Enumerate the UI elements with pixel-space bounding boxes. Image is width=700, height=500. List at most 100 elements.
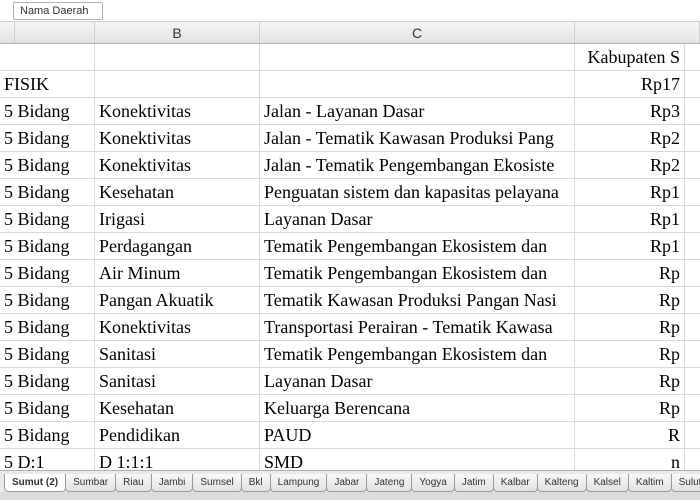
cell-b[interactable]: Irigasi [95, 206, 260, 232]
cell-c[interactable]: Layanan Dasar [260, 368, 575, 394]
cell-b[interactable]: Pendidikan [95, 422, 260, 448]
cell-d[interactable]: Rp1 [575, 179, 685, 205]
cell-a[interactable]: 5 Bidang [0, 368, 95, 394]
col-header-a2[interactable] [15, 22, 95, 43]
cell-a[interactable]: 5 Bidang [0, 206, 95, 232]
cell-a[interactable]: 5 D:1 [0, 449, 95, 470]
cell-a[interactable]: 5 Bidang [0, 179, 95, 205]
cell-a[interactable]: FISIK [0, 71, 95, 97]
table-row[interactable]: 5 BidangPangan AkuatikTematik Kawasan Pr… [0, 287, 700, 314]
cell-c[interactable]: Jalan - Layanan Dasar [260, 98, 575, 124]
sheet-tab[interactable]: Riau [115, 474, 152, 492]
sheet-tab[interactable]: Yogya [411, 474, 454, 492]
cell-a[interactable]: 5 Bidang [0, 287, 95, 313]
sheet-tab[interactable]: Kaltim [628, 474, 672, 492]
cell-c[interactable]: Layanan Dasar [260, 206, 575, 232]
cell-d[interactable]: Kabupaten S [575, 44, 685, 70]
cell-d[interactable]: R [575, 422, 685, 448]
cell-c[interactable] [260, 71, 575, 97]
spreadsheet-grid[interactable]: Kabupaten SFISIKRp175 BidangKonektivitas… [0, 44, 700, 470]
cell-d[interactable]: Rp [575, 368, 685, 394]
sheet-tab[interactable]: Jatim [454, 474, 494, 492]
cell-b[interactable]: Kesehatan [95, 395, 260, 421]
cell-c[interactable]: Tematik Pengembangan Ekosistem dan [260, 233, 575, 259]
sheet-tab[interactable]: Jambi [151, 474, 194, 492]
table-row[interactable]: 5 D:1D 1:1:1SMDn [0, 449, 700, 470]
table-row[interactable]: FISIK Rp17 [0, 71, 700, 98]
cell-b[interactable]: D 1:1:1 [95, 449, 260, 470]
cell-d[interactable]: Rp [575, 395, 685, 421]
cell-b[interactable]: Kesehatan [95, 179, 260, 205]
cell-c[interactable]: PAUD [260, 422, 575, 448]
cell-d[interactable]: Rp2 [575, 125, 685, 151]
sheet-tab[interactable]: Lampung [270, 474, 328, 492]
cell-d[interactable]: n [575, 449, 685, 470]
cell-d[interactable]: Rp [575, 341, 685, 367]
name-box[interactable]: Nama Daerah [13, 2, 103, 20]
cell-a[interactable]: 5 Bidang [0, 422, 95, 448]
cell-a[interactable] [0, 44, 95, 70]
cell-d[interactable]: Rp [575, 260, 685, 286]
sheet-tab[interactable]: Jabar [326, 474, 367, 492]
col-header-b[interactable]: B [95, 22, 260, 43]
cell-b[interactable]: Sanitasi [95, 368, 260, 394]
cell-c[interactable]: Penguatan sistem dan kapasitas pelayana [260, 179, 575, 205]
cell-c[interactable]: Tematik Pengembangan Ekosistem dan [260, 341, 575, 367]
cell-b[interactable] [95, 71, 260, 97]
cell-d[interactable]: Rp [575, 287, 685, 313]
sheet-tab[interactable]: Sulut [671, 474, 700, 492]
cell-c[interactable]: SMD [260, 449, 575, 470]
sheet-tab[interactable]: Bkl [241, 474, 271, 492]
sheet-tab[interactable]: Sumut (2) [4, 474, 66, 492]
cell-b[interactable]: Pangan Akuatik [95, 287, 260, 313]
cell-c[interactable]: Tematik Pengembangan Ekosistem dan [260, 260, 575, 286]
table-row[interactable]: 5 BidangKonektivitasTransportasi Peraira… [0, 314, 700, 341]
sheet-tab[interactable]: Kalteng [537, 474, 587, 492]
cell-c[interactable]: Transportasi Perairan - Tematik Kawasa [260, 314, 575, 340]
table-row[interactable]: 5 BidangKonektivitasJalan - Tematik Kawa… [0, 125, 700, 152]
cell-d[interactable]: Rp17 [575, 71, 685, 97]
table-row[interactable]: 5 BidangKonektivitasJalan - Tematik Peng… [0, 152, 700, 179]
col-header-c[interactable]: C [260, 22, 575, 43]
sheet-tab[interactable]: Jateng [366, 474, 412, 492]
cell-a[interactable]: 5 Bidang [0, 152, 95, 178]
cell-c[interactable]: Jalan - Tematik Kawasan Produksi Pang [260, 125, 575, 151]
table-row[interactable]: 5 BidangPerdaganganTematik Pengembangan … [0, 233, 700, 260]
cell-b[interactable]: Konektivitas [95, 152, 260, 178]
cell-a[interactable]: 5 Bidang [0, 341, 95, 367]
cell-b[interactable]: Air Minum [95, 260, 260, 286]
cell-a[interactable]: 5 Bidang [0, 233, 95, 259]
table-row[interactable]: 5 BidangIrigasiLayanan DasarRp1 [0, 206, 700, 233]
table-row[interactable]: 5 BidangSanitasiTematik Pengembangan Eko… [0, 341, 700, 368]
cell-d[interactable]: Rp [575, 314, 685, 340]
table-row[interactable]: 5 BidangPendidikanPAUDR [0, 422, 700, 449]
cell-a[interactable]: 5 Bidang [0, 314, 95, 340]
cell-b[interactable]: Konektivitas [95, 98, 260, 124]
cell-d[interactable]: Rp2 [575, 152, 685, 178]
cell-a[interactable]: 5 Bidang [0, 260, 95, 286]
cell-d[interactable]: Rp3 [575, 98, 685, 124]
cell-b[interactable] [95, 44, 260, 70]
sheet-tab[interactable]: Kalsel [586, 474, 629, 492]
table-row[interactable]: 5 BidangAir MinumTematik Pengembangan Ek… [0, 260, 700, 287]
sheet-tab[interactable]: Sumbar [65, 474, 116, 492]
cell-a[interactable]: 5 Bidang [0, 395, 95, 421]
cell-b[interactable]: Perdagangan [95, 233, 260, 259]
cell-a[interactable]: 5 Bidang [0, 125, 95, 151]
cell-a[interactable]: 5 Bidang [0, 98, 95, 124]
table-row[interactable]: 5 BidangKonektivitasJalan - Layanan Dasa… [0, 98, 700, 125]
col-header-partial-a[interactable] [0, 22, 15, 43]
cell-c[interactable] [260, 44, 575, 70]
table-row[interactable]: 5 BidangKesehatanKeluarga BerencanaRp [0, 395, 700, 422]
sheet-tab[interactable]: Sumsel [192, 474, 241, 492]
cell-b[interactable]: Sanitasi [95, 341, 260, 367]
table-row[interactable]: Kabupaten S [0, 44, 700, 71]
col-header-d[interactable] [575, 22, 700, 43]
table-row[interactable]: 5 BidangSanitasiLayanan DasarRp [0, 368, 700, 395]
cell-b[interactable]: Konektivitas [95, 125, 260, 151]
cell-c[interactable]: Keluarga Berencana [260, 395, 575, 421]
cell-d[interactable]: Rp1 [575, 233, 685, 259]
cell-b[interactable]: Konektivitas [95, 314, 260, 340]
cell-c[interactable]: Jalan - Tematik Pengembangan Ekosiste [260, 152, 575, 178]
cell-d[interactable]: Rp1 [575, 206, 685, 232]
